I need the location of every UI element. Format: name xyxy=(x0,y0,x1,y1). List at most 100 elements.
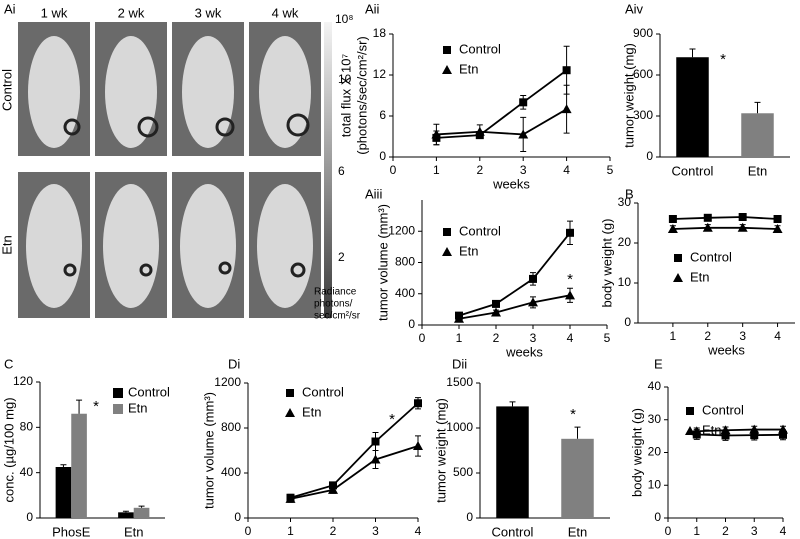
annotation: * xyxy=(567,271,573,288)
x-tick-label: 1 xyxy=(287,524,294,538)
scale-label: 10⁸ xyxy=(335,12,353,26)
series-line xyxy=(436,69,568,139)
y-axis-label: body weight (g) xyxy=(629,408,644,497)
y-tick-label: 20 xyxy=(618,235,632,249)
y-tick-label: 20 xyxy=(648,445,662,459)
x-tick-label: 4 xyxy=(563,163,570,177)
error-bar xyxy=(689,48,696,58)
marker xyxy=(442,65,452,74)
panel-label: Di xyxy=(228,356,240,371)
legend-label: Etn xyxy=(459,243,479,258)
y-tick-label: 10 xyxy=(618,275,632,289)
y-tick-label: 800 xyxy=(221,420,241,434)
x-tick-label: 3 xyxy=(530,331,537,345)
x-tick-label: 2 xyxy=(493,331,500,345)
x-tick-label: 1 xyxy=(433,163,440,177)
marker xyxy=(528,297,538,307)
series-line xyxy=(458,232,571,317)
marker xyxy=(371,437,380,446)
legend-label: Control xyxy=(690,249,732,264)
y-tick-label: 0 xyxy=(624,315,631,329)
x-tick-label: 0 xyxy=(245,524,252,538)
marker xyxy=(443,228,451,236)
x-tick-label: 4 xyxy=(567,331,574,345)
marker xyxy=(737,222,748,232)
x-tick-label: 4 xyxy=(780,524,787,538)
x-tick-label: 3 xyxy=(751,524,758,538)
error-bar xyxy=(754,101,761,114)
marker xyxy=(443,46,451,54)
annotation: * xyxy=(389,411,395,428)
x-tick-label: Control xyxy=(672,163,714,178)
marker xyxy=(738,213,747,221)
x-tick-label: 0 xyxy=(390,163,397,177)
bar xyxy=(133,507,150,518)
y-tick-label: 600 xyxy=(633,67,653,81)
x-axis-label: weeks xyxy=(492,176,530,191)
marker xyxy=(773,215,782,223)
x-tick-label: 2 xyxy=(476,163,483,177)
marker xyxy=(413,441,423,450)
marker xyxy=(691,426,702,436)
marker xyxy=(702,222,713,232)
y-tick-label: 500 xyxy=(453,465,473,479)
legend-label: Etn xyxy=(702,422,722,437)
marker xyxy=(721,431,730,440)
panel-label: B xyxy=(625,186,634,201)
week-label: 2 wk xyxy=(118,5,145,20)
marker xyxy=(565,290,575,300)
panel-label: Dii xyxy=(452,356,467,371)
y-tick-label: 80 xyxy=(20,420,34,434)
x-axis-label: weeks xyxy=(707,342,745,357)
bar xyxy=(496,406,529,518)
panel-label: E xyxy=(654,356,663,371)
legend-label: Control xyxy=(702,402,744,417)
y-tick-label: 40 xyxy=(648,379,662,393)
legend-swatch xyxy=(113,404,123,414)
marker xyxy=(779,430,787,439)
y-tick-label: 18 xyxy=(373,26,387,40)
y-axis-label: tumor weight (mg) xyxy=(621,43,636,148)
x-tick-label: 2 xyxy=(704,329,711,343)
marker xyxy=(518,129,529,139)
marker xyxy=(674,254,682,262)
y-tick-label: 0 xyxy=(408,317,415,331)
panel-label: C xyxy=(4,356,13,371)
marker xyxy=(328,484,338,494)
y-tick-label: 30 xyxy=(618,195,632,209)
y-tick-label: 0 xyxy=(466,510,473,524)
y-axis-label: tumor volume (mm³) xyxy=(375,204,390,321)
x-tick-label: 0 xyxy=(419,331,426,345)
x-tick-label: 4 xyxy=(415,524,422,538)
marker xyxy=(673,273,683,282)
bar xyxy=(71,413,87,518)
marker xyxy=(454,313,464,323)
y-tick-label: 900 xyxy=(633,26,653,40)
y-tick-label: 1500 xyxy=(446,375,473,389)
y-tick-label: 6 xyxy=(379,108,386,122)
series-line xyxy=(290,445,419,500)
y-tick-label: 40 xyxy=(20,465,34,479)
x-axis-label: weeks xyxy=(716,537,754,539)
x-tick-label: 1 xyxy=(693,524,700,538)
y-axis-label: conc. (µg/100 mg) xyxy=(1,397,16,502)
bar xyxy=(118,512,134,518)
y-tick-label: 1200 xyxy=(388,223,415,237)
marker xyxy=(286,389,294,397)
bar xyxy=(55,467,72,518)
x-tick-label: Etn xyxy=(568,524,588,539)
y-tick-label: 0 xyxy=(654,510,661,524)
marker xyxy=(285,408,295,417)
image-panel xyxy=(18,22,332,318)
series-line xyxy=(696,428,783,433)
annotation: * xyxy=(570,406,576,423)
marker xyxy=(667,224,678,233)
x-axis-label: weeks xyxy=(505,344,543,359)
y-tick-label: 400 xyxy=(221,465,241,479)
legend-swatch xyxy=(113,388,123,398)
y-tick-label: 1000 xyxy=(446,420,473,434)
x-tick-label: 1 xyxy=(456,331,463,345)
scale-title: sec/cm²/sr xyxy=(314,311,361,322)
panel-label: Aiv xyxy=(625,1,644,16)
